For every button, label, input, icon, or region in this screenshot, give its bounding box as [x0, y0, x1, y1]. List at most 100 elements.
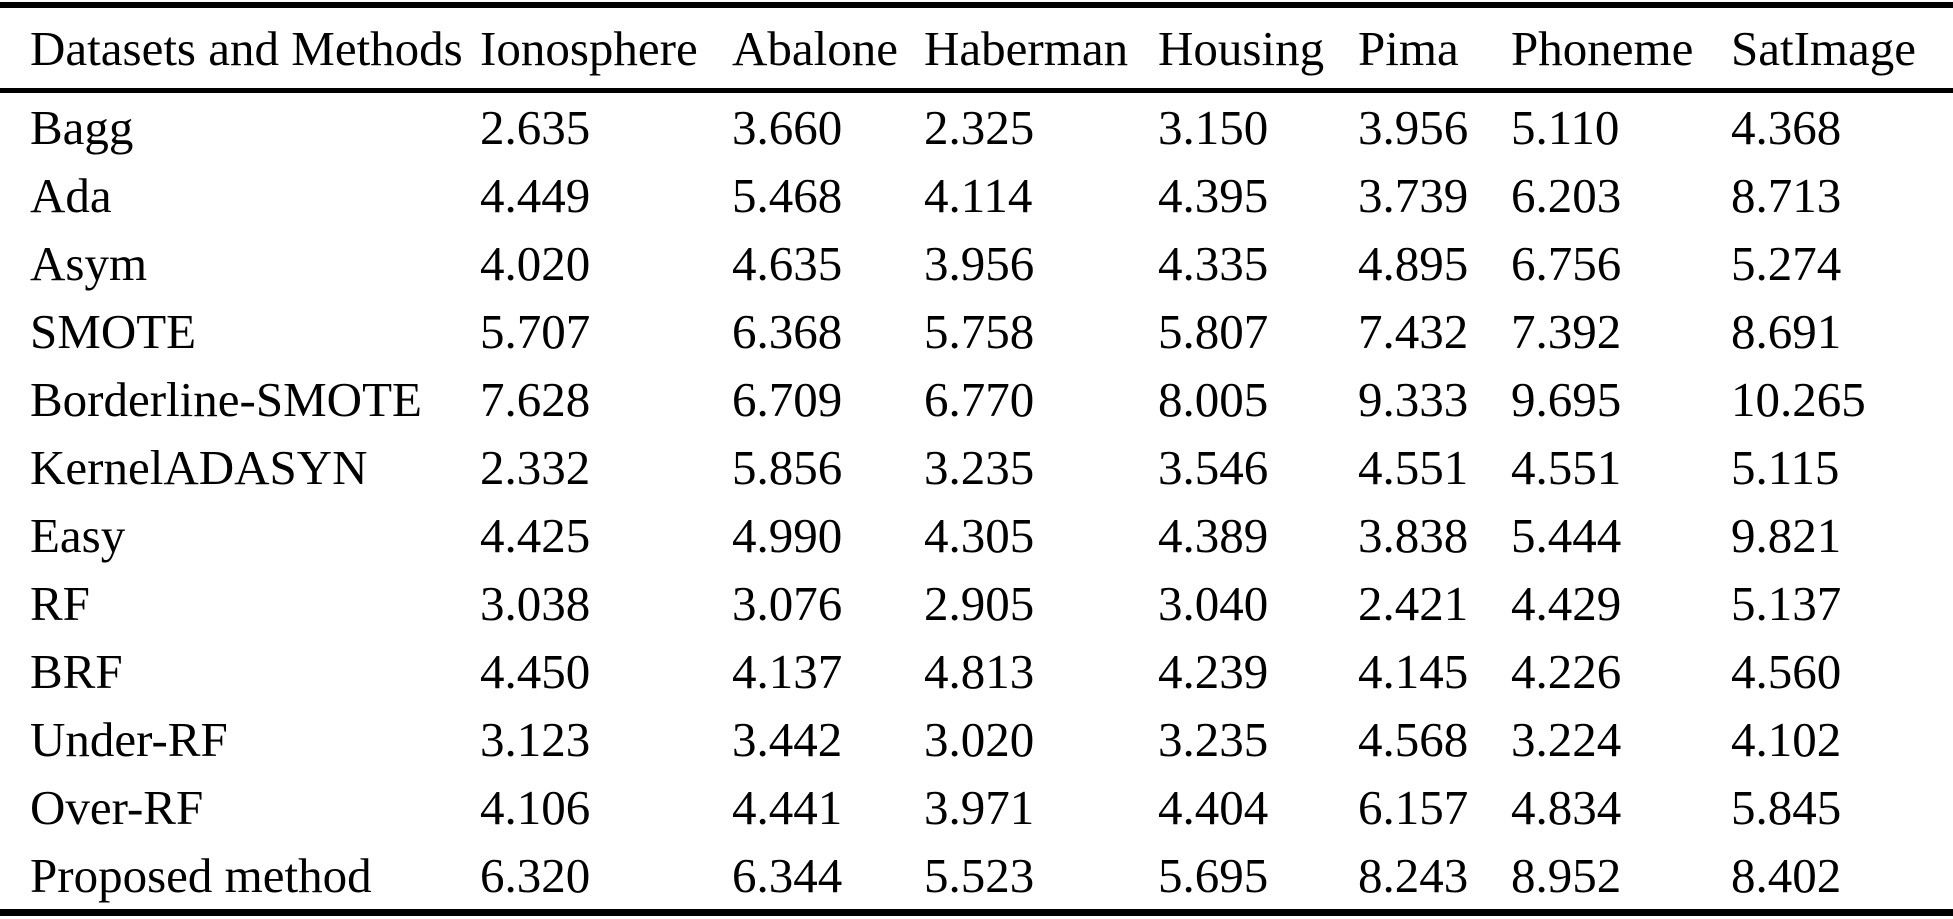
value-cell: 3.971: [924, 779, 1035, 835]
value-cell: 2.325: [924, 99, 1035, 155]
table-row: Borderline-SMOTE 7.628 6.709 6.770 8.005 9.33…: [0, 365, 1953, 433]
value-cell: 6.368: [732, 303, 843, 359]
value-cell: 10.265: [1731, 371, 1866, 427]
value-cell: 7.628: [480, 371, 591, 427]
method-name-cell: Asym: [30, 235, 148, 291]
method-name-cell: Borderline-SMOTE: [30, 371, 422, 427]
value-cell: 3.956: [1358, 99, 1469, 155]
value-cell: 4.305: [924, 507, 1035, 563]
value-cell: 4.429: [1511, 575, 1622, 631]
value-cell: 4.368: [1731, 99, 1842, 155]
value-cell: 4.137: [732, 643, 843, 699]
value-cell: 3.040: [1158, 575, 1269, 631]
method-name-cell: Over-RF: [30, 779, 204, 835]
value-cell: 4.020: [480, 235, 591, 291]
value-cell: 3.546: [1158, 439, 1269, 495]
value-cell: 9.821: [1731, 507, 1842, 563]
value-cell: 8.713: [1731, 167, 1842, 223]
value-cell: 4.449: [480, 167, 591, 223]
column-header-dataset: Housing: [1158, 5, 1358, 93]
method-name-cell: Proposed method: [30, 847, 372, 903]
value-cell: 4.226: [1511, 643, 1622, 699]
value-cell: 4.560: [1731, 643, 1842, 699]
value-cell: 3.020: [924, 711, 1035, 767]
value-cell: 5.274: [1731, 235, 1842, 291]
value-cell: 4.635: [732, 235, 843, 291]
value-cell: 2.905: [924, 575, 1035, 631]
value-cell: 2.421: [1358, 575, 1469, 631]
value-cell: 4.834: [1511, 779, 1622, 835]
value-cell: 3.739: [1358, 167, 1469, 223]
column-header-dataset: Pima: [1358, 5, 1511, 93]
value-cell: 4.389: [1158, 507, 1269, 563]
value-cell: 5.523: [924, 847, 1035, 903]
value-cell: 5.115: [1731, 439, 1840, 495]
value-cell: 3.956: [924, 235, 1035, 291]
value-cell: 4.145: [1358, 643, 1469, 699]
value-cell: 4.239: [1158, 643, 1269, 699]
value-cell: 9.695: [1511, 371, 1622, 427]
value-cell: 3.838: [1358, 507, 1469, 563]
value-cell: 3.235: [924, 439, 1035, 495]
value-cell: 4.990: [732, 507, 843, 563]
value-cell: 5.856: [732, 439, 843, 495]
column-header-dataset: Abalone: [732, 5, 924, 93]
method-name-cell: Bagg: [30, 99, 134, 155]
value-cell: 8.402: [1731, 847, 1842, 903]
table-row: Easy 4.425 4.990 4.305 4.389 3.838 5.444 9.821: [0, 501, 1953, 569]
table-row: RF 3.038 3.076 2.905 3.040 2.421 4.429 5.137: [0, 569, 1953, 637]
value-cell: 4.114: [924, 167, 1033, 223]
value-cell: 5.707: [480, 303, 591, 359]
value-cell: 4.895: [1358, 235, 1469, 291]
method-name-cell: RF: [30, 575, 90, 631]
value-cell: 6.203: [1511, 167, 1622, 223]
value-cell: 7.392: [1511, 303, 1622, 359]
value-cell: 6.320: [480, 847, 591, 903]
value-cell: 6.344: [732, 847, 843, 903]
value-cell: 5.695: [1158, 847, 1269, 903]
column-header-dataset: Ionosphere: [480, 5, 732, 93]
table-row: Over-RF 4.106 4.441 3.971 4.404 6.157 4.834 5.8…: [0, 773, 1953, 841]
table-row: SMOTE 5.707 6.368 5.758 5.807 7.432 7.392 8.691: [0, 297, 1953, 365]
value-cell: 4.551: [1358, 439, 1469, 495]
value-cell: 3.224: [1511, 711, 1622, 767]
value-cell: 6.709: [732, 371, 843, 427]
column-header-dataset: Phoneme: [1511, 5, 1731, 93]
column-header-methods: Datasets and Methods: [0, 5, 480, 93]
value-cell: 4.335: [1158, 235, 1269, 291]
value-cell: 4.395: [1158, 167, 1269, 223]
method-name-cell: Easy: [30, 507, 126, 563]
value-cell: 8.952: [1511, 847, 1622, 903]
value-cell: 8.005: [1158, 371, 1269, 427]
header-row: Datasets and Methods Ionosphere Abalone Hab…: [0, 5, 1953, 93]
value-cell: 5.110: [1511, 99, 1620, 155]
table-row: Asym 4.020 4.635 3.956 4.335 4.895 6.756 5.274: [0, 229, 1953, 297]
value-cell: 2.332: [480, 439, 591, 495]
table-row: BRF 4.450 4.137 4.813 4.239 4.145 4.226 4.560: [0, 637, 1953, 705]
value-cell: 4.425: [480, 507, 591, 563]
value-cell: 4.102: [1731, 711, 1842, 767]
value-cell: 7.432: [1358, 303, 1469, 359]
value-cell: 2.635: [480, 99, 591, 155]
value-cell: 3.038: [480, 575, 591, 631]
value-cell: 5.807: [1158, 303, 1269, 359]
value-cell: 3.076: [732, 575, 843, 631]
value-cell: 6.756: [1511, 235, 1622, 291]
value-cell: 5.468: [732, 167, 843, 223]
value-cell: 8.243: [1358, 847, 1469, 903]
value-cell: 6.157: [1358, 779, 1469, 835]
value-cell: 5.137: [1731, 575, 1842, 631]
value-cell: 4.404: [1158, 779, 1269, 835]
value-cell: 5.444: [1511, 507, 1622, 563]
value-cell: 5.758: [924, 303, 1035, 359]
method-name-cell: Under-RF: [30, 711, 228, 767]
table-row: Bagg 2.635 3.660 2.325 3.150 3.956 5.110 4.368: [0, 91, 1953, 162]
table-row: Proposed method 6.320 6.344 5.523 5.695 8.243…: [0, 841, 1953, 913]
value-cell: 4.441: [732, 779, 843, 835]
value-cell: 3.660: [732, 99, 843, 155]
value-cell: 4.551: [1511, 439, 1622, 495]
table-row: Under-RF 3.123 3.442 3.020 3.235 4.568 3.224 4.…: [0, 705, 1953, 773]
method-name-cell: KernelADASYN: [30, 439, 368, 495]
